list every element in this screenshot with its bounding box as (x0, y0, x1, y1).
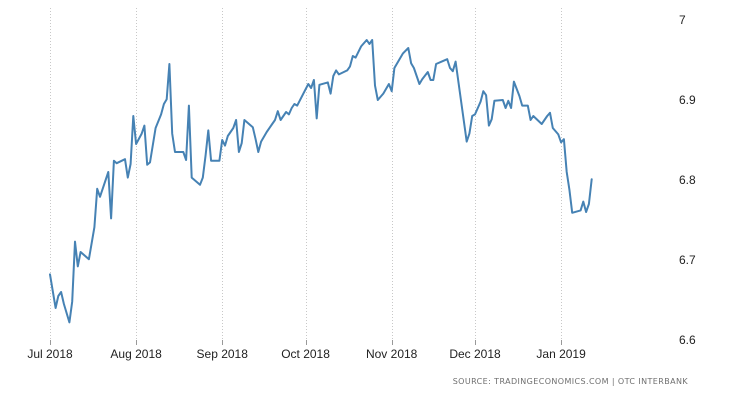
source-note: SOURCE: TRADINGECONOMICS.COM | OTC INTER… (452, 377, 688, 386)
series-layer (49, 39, 593, 324)
y-tick-label: 6.9 (679, 93, 696, 107)
x-tick-label: Dec 2018 (449, 347, 501, 361)
y-axis: 6.6 6.7 6.8 6.9 7 (679, 13, 696, 347)
y-tick-label: 7 (679, 13, 686, 27)
x-tick-label: Jul 2018 (27, 347, 73, 361)
y-tick-label: 6.6 (679, 333, 696, 347)
y-tick-label: 6.7 (679, 253, 696, 267)
gridlines (50, 8, 562, 340)
x-tick-label: Jan 2019 (536, 347, 586, 361)
series-line (49, 39, 593, 324)
x-tick-label: Oct 2018 (281, 347, 330, 361)
x-tick-label: Nov 2018 (366, 347, 418, 361)
x-tick-label: Aug 2018 (110, 347, 162, 361)
x-tick-label: Sep 2018 (197, 347, 249, 361)
y-tick-label: 6.8 (679, 173, 696, 187)
x-axis: Jul 2018 Aug 2018 Sep 2018 Oct 2018 Nov 2018… (27, 340, 586, 361)
